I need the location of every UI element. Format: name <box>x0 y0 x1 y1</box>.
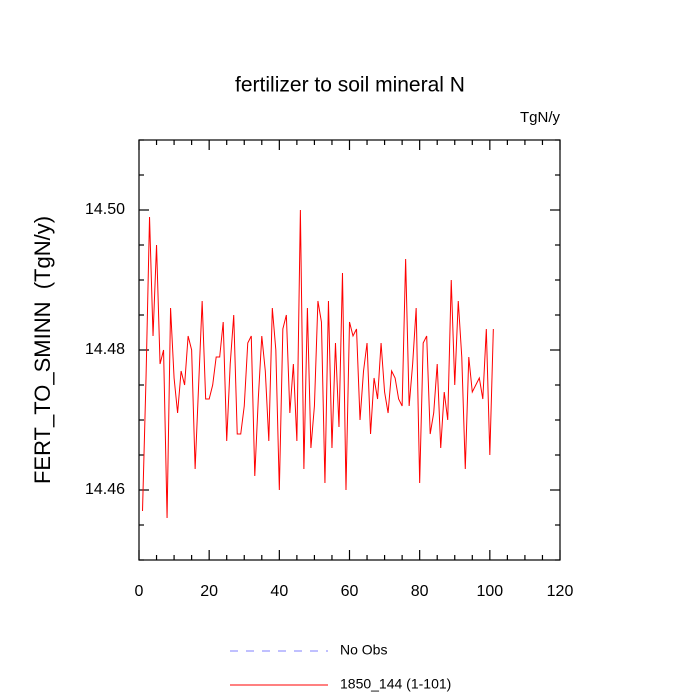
data-line <box>142 209 494 519</box>
chart-title: fertilizer to soil mineral N <box>235 74 465 97</box>
x-tick-label: 40 <box>270 583 288 600</box>
units-label: TgN/y <box>520 109 561 126</box>
legend-label: No Obs <box>340 642 387 658</box>
y-axis-label: FERT_TO_SMINN (TgN/y) <box>30 216 55 484</box>
x-tick-label: 0 <box>135 583 144 600</box>
plot-frame <box>138 139 561 561</box>
x-tick-label: 80 <box>411 583 429 600</box>
x-tick-label: 120 <box>547 583 574 600</box>
y-tick-label: 14.50 <box>85 201 125 218</box>
legend-label: 1850_144 (1-101) <box>340 676 451 692</box>
x-tick-label: 60 <box>341 583 359 600</box>
y-tick-label: 14.48 <box>85 341 125 358</box>
y-tick-label: 14.46 <box>85 481 125 498</box>
x-tick-label: 20 <box>200 583 218 600</box>
x-tick-label: 100 <box>476 583 503 600</box>
